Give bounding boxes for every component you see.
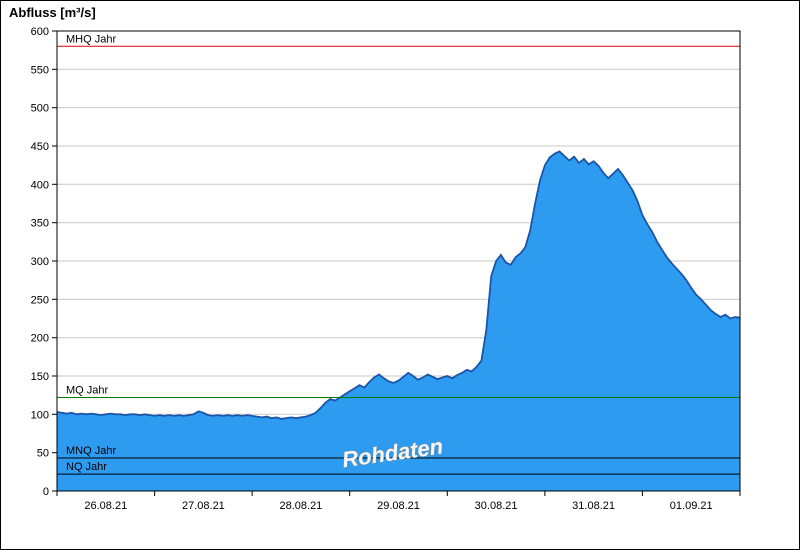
- y-tick-label: 200: [31, 333, 49, 345]
- y-tick-label: 400: [31, 179, 49, 191]
- reference-line-label-mq: MQ Jahr: [66, 385, 109, 397]
- y-tick-label: 0: [43, 486, 49, 498]
- discharge-line: [56, 150, 741, 420]
- y-axis-title: Abfluss [m³/s]: [9, 5, 96, 20]
- y-tick-label: 150: [31, 371, 49, 383]
- y-tick-label: 500: [31, 103, 49, 115]
- x-tick-label: 26.08.21: [84, 500, 127, 512]
- reference-line-label-nq: NQ Jahr: [66, 461, 107, 473]
- discharge-area: [57, 151, 740, 491]
- y-tick-label: 350: [31, 218, 49, 230]
- reference-line-label-mnq: MNQ Jahr: [66, 445, 116, 457]
- x-tick-label: 28.08.21: [279, 500, 322, 512]
- y-tick-label: 600: [31, 26, 49, 38]
- x-tick-label: 31.08.21: [572, 500, 615, 512]
- y-tick-label: 550: [31, 64, 49, 76]
- x-tick-label: 27.08.21: [182, 500, 225, 512]
- y-tick-label: 250: [31, 294, 49, 306]
- y-tick-label: 450: [31, 141, 49, 153]
- y-tick-label: 300: [31, 256, 49, 268]
- reference-line-label-mhq: MHQ Jahr: [66, 33, 116, 45]
- y-tick-label: 100: [31, 409, 49, 421]
- x-tick-label: 29.08.21: [377, 500, 420, 512]
- y-tick-label: 50: [37, 448, 49, 460]
- x-tick-label: 01.09.21: [670, 500, 713, 512]
- x-tick-label: 30.08.21: [475, 500, 518, 512]
